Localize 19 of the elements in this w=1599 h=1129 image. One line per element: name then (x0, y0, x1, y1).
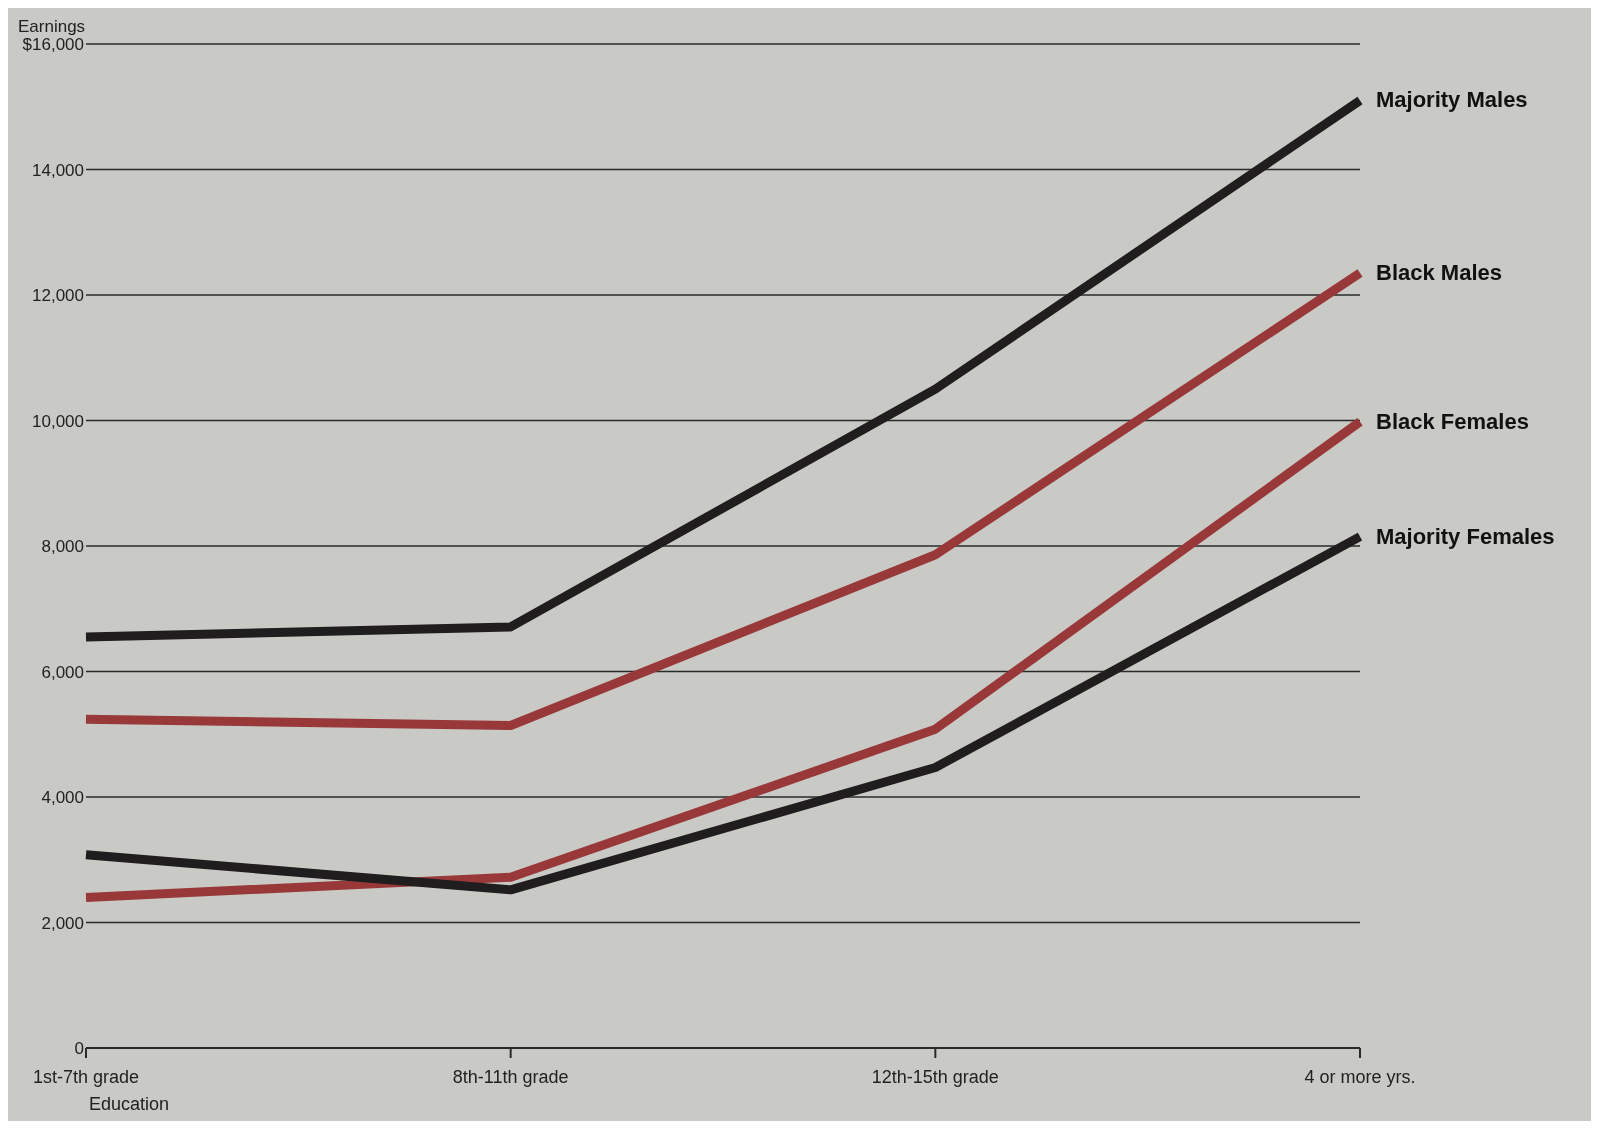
y-tick-label: 10,000 (32, 411, 84, 431)
y-tick-label: $16,000 (22, 35, 84, 54)
series-label: Black Females (1376, 408, 1529, 434)
x-axis-title: Education (89, 1094, 170, 1114)
y-tick-label: 14,000 (32, 160, 84, 180)
y-tick-label: 2,000 (41, 913, 84, 933)
x-tick-label: 8th-11th grade (452, 1067, 569, 1087)
y-tick-label: 4,000 (41, 788, 84, 807)
series-label: Black Males (1376, 260, 1502, 286)
y-tick-label: 6,000 (41, 662, 84, 682)
series-label: Majority Females (1376, 523, 1555, 549)
x-tick-label: 1st-7th grade (32, 1067, 140, 1087)
y-axis-title: Earnings (18, 17, 86, 36)
y-tick-label: 12,000 (32, 286, 84, 305)
x-tick-label: 4 or more yrs. (1304, 1067, 1416, 1087)
y-tick-label: 8,000 (41, 537, 84, 556)
x-tick-label: 12th-15th grade (871, 1067, 999, 1087)
series-label: Majority Males (1376, 87, 1528, 113)
y-tick-label: 0 (74, 1039, 84, 1058)
